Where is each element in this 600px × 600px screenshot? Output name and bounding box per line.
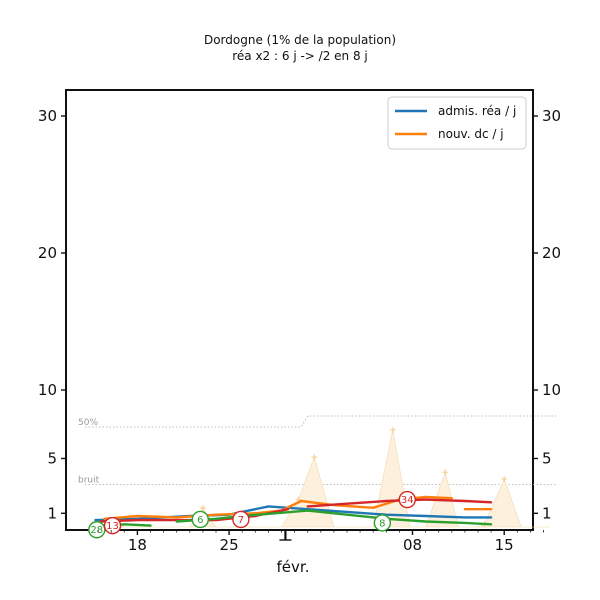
chart-title: Dordogne (1% de la population): [204, 33, 396, 47]
reference-line-1: [85, 415, 557, 428]
y-tick-label-right-2: 10: [542, 381, 561, 399]
annotation-bubble-5: [398, 490, 416, 509]
y-tick-label-right-1: 5: [542, 450, 552, 468]
annotations: 28 13 6 7 8 34: [88, 490, 416, 539]
annotation-label-5: 34: [401, 495, 414, 506]
daily-deaths-marker-18: [501, 476, 508, 483]
annotation-label-3: 7: [238, 515, 244, 526]
legend-label-0: admis. réa / j: [438, 104, 516, 118]
daily-deaths-marker-8: [311, 454, 318, 461]
y-tick-label-left-1: 5: [47, 450, 57, 468]
x-axis-label: févr.: [277, 558, 310, 576]
y-tick-label-right-3: 20: [542, 244, 561, 262]
y-tick-label-left-2: 10: [38, 381, 57, 399]
annotation-bubble-4: [373, 514, 392, 532]
x-tick-label-2: 08: [403, 536, 422, 554]
legend-label-1: nouv. dc / j: [438, 127, 504, 141]
y-tick-label-left-0: 1: [47, 504, 57, 522]
annotation-bubble-3: [232, 510, 250, 529]
annotation-label-1: 13: [106, 521, 119, 532]
y-tick-label-right-0: 1: [542, 504, 552, 522]
annotation-bubble-1: [103, 516, 122, 535]
annotation-label-2: 6: [197, 515, 203, 526]
y-tick-label-right-4: 30: [542, 107, 561, 125]
annotation-label-4: 8: [379, 518, 385, 529]
x-tick-label-3: 15: [495, 536, 514, 554]
daily-deaths-marker-14: [442, 469, 449, 476]
y-tick-label-left-4: 30: [38, 107, 57, 125]
legend: admis. réa / j nouv. dc / j: [387, 96, 527, 150]
x-tick-label-0: 18: [128, 536, 147, 554]
chart-subtitle: réa x2 : 6 j -> /2 en 8 j: [232, 49, 368, 63]
annotation-bubble-2: [191, 510, 209, 529]
daily-deaths-marker-4: [199, 504, 206, 511]
plot-frame: [65, 89, 534, 531]
x-tick-label-1: 25: [220, 536, 239, 554]
series-line-3-1: [175, 509, 493, 526]
reference-label-1: 50%: [78, 418, 98, 428]
y-tick-label-left-3: 20: [38, 244, 57, 262]
daily-deaths-marker-11: [389, 426, 396, 433]
reference-label-0: bruit: [78, 476, 100, 486]
annotation-label-0: 28: [90, 525, 103, 536]
annotation-bubble-0: [88, 521, 106, 539]
